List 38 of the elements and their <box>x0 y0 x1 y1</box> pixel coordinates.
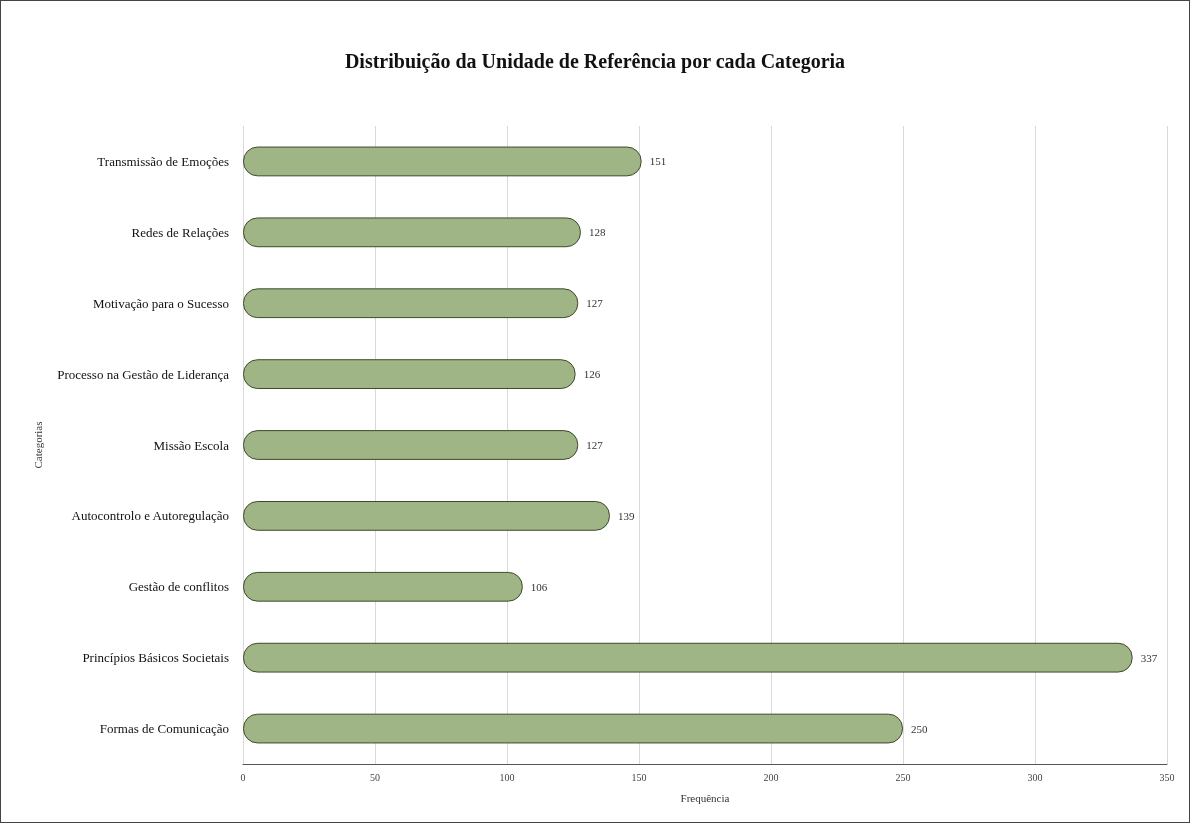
y-axis-title: Categorias <box>31 421 44 469</box>
data-label: 139 <box>617 509 635 522</box>
bar <box>243 217 581 248</box>
bar <box>243 713 903 744</box>
bar <box>243 430 579 460</box>
y-tick-label: Autocontrolo e Autoregulação <box>71 508 229 524</box>
x-axis-title: Frequência <box>680 791 730 804</box>
bar <box>243 642 1133 673</box>
x-tick-label: 100 <box>499 771 515 783</box>
y-tick-label: Formas de Comunicação <box>99 721 229 737</box>
x-tick-label: 250 <box>895 771 911 783</box>
x-tick-label: 350 <box>1159 771 1175 783</box>
bar <box>243 501 610 531</box>
data-label: 106 <box>530 580 548 593</box>
chart-title: Distribuição da Unidade de Referência por cada Categoria <box>344 50 846 73</box>
y-tick-label: Motivação para o Sucesso <box>92 295 229 311</box>
y-tick-label: Redes de Relações <box>131 224 229 240</box>
x-tick-label: 0 <box>240 771 246 783</box>
bar <box>243 146 642 177</box>
y-tick-label: Gestão de conflitos <box>128 579 229 595</box>
data-label: 151 <box>649 155 667 168</box>
x-tick-label: 50 <box>370 771 380 783</box>
data-label: 250 <box>911 722 928 735</box>
x-tick-label: 200 <box>763 771 779 783</box>
data-label: 127 <box>586 439 604 451</box>
y-tick-label: Missão Escola <box>153 437 230 453</box>
data-label: 128 <box>588 226 606 239</box>
bar <box>243 571 523 602</box>
bar <box>243 359 576 389</box>
data-label: 337 <box>1140 651 1158 664</box>
y-tick-label: Transmissão de Emoções <box>97 153 229 169</box>
y-tick-label: Princípios Básicos Societais <box>82 650 229 666</box>
bar <box>243 288 579 319</box>
data-label: 126 <box>583 368 601 381</box>
x-tick-label: 300 <box>1027 771 1043 783</box>
x-tick-label: 150 <box>631 771 647 783</box>
y-tick-label: Processo na Gestão de Liderança <box>57 366 230 382</box>
data-label: 127 <box>586 297 604 310</box>
